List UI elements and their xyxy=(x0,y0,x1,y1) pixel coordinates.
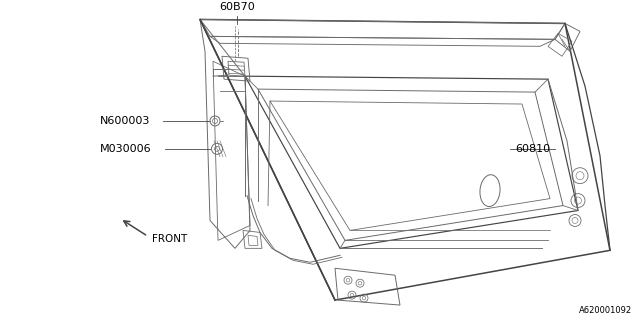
Text: A620001092: A620001092 xyxy=(579,306,632,315)
Text: N600003: N600003 xyxy=(100,116,150,126)
Text: M030006: M030006 xyxy=(100,144,152,154)
Text: 60810: 60810 xyxy=(515,144,550,154)
Text: FRONT: FRONT xyxy=(152,234,188,244)
Text: 60B70: 60B70 xyxy=(219,3,255,12)
